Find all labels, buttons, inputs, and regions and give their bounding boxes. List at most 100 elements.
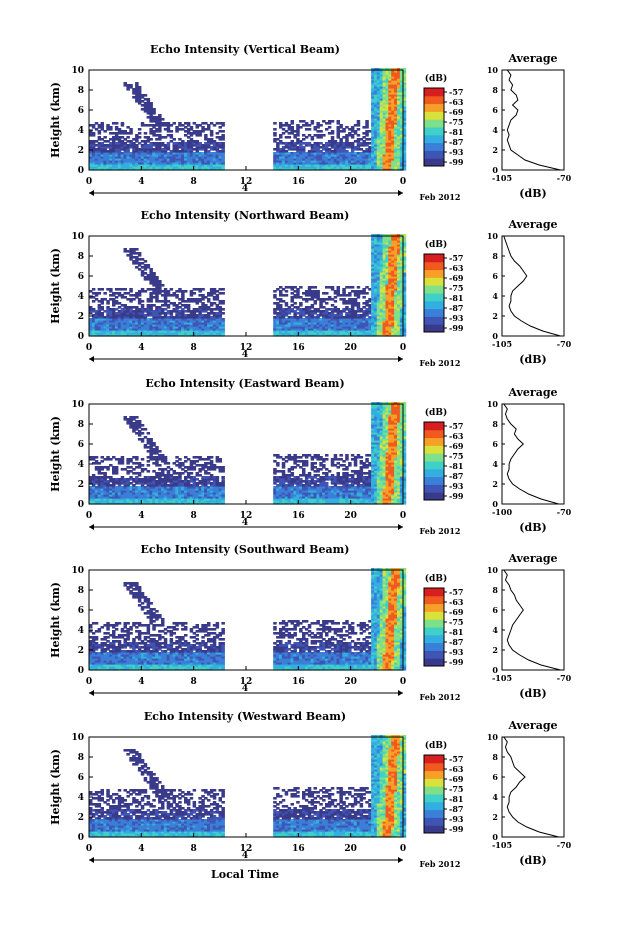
heatmap-cell: [394, 250, 398, 253]
heatmap-cell: [350, 134, 355, 137]
heatmap-cell: [175, 126, 179, 129]
heatmap-cell: [299, 318, 303, 321]
heatmap-cell: [279, 134, 283, 137]
heatmap-cell: [362, 322, 366, 325]
heatmap-cell: [207, 166, 211, 169]
heatmap-cell: [313, 154, 317, 157]
heatmap-cell: [100, 480, 104, 483]
heatmap-cell: [143, 436, 148, 439]
heatmap-cell: [146, 460, 151, 463]
heatmap-cell: [172, 144, 176, 147]
heatmap-cell: [106, 154, 110, 157]
heatmap-cell: [221, 134, 225, 137]
heatmap-cell: [201, 310, 205, 313]
heatmap-cell: [140, 308, 145, 311]
heatmap-cell: [91, 478, 96, 481]
heatmap-cell: [192, 142, 197, 145]
heatmap-cell: [198, 168, 202, 171]
heatmap-cell: [112, 318, 116, 321]
heatmap-cell: [169, 124, 174, 127]
heatmap-cell: [94, 292, 99, 295]
heatmap-cell: [385, 312, 389, 315]
heatmap-cell: [302, 160, 306, 163]
heatmap-cell: [137, 292, 142, 295]
heatmap-cell: [106, 156, 110, 159]
heatmap-cell: [106, 326, 110, 329]
heatmap-cell: [89, 150, 93, 153]
heatmap-cell: [218, 328, 222, 331]
heatmap-cell: [368, 158, 372, 161]
heatmap-cell: [273, 296, 277, 299]
heatmap-cell: [163, 478, 168, 481]
heatmap-cell: [155, 316, 159, 319]
heatmap-cell: [181, 328, 185, 331]
heatmap-cell: [399, 78, 404, 81]
heatmap-cell: [149, 318, 153, 321]
heatmap-cell: [379, 106, 384, 109]
heatmap-cell: [158, 282, 162, 285]
heatmap-cell: [382, 140, 387, 143]
heatmap-cell: [126, 306, 130, 309]
heatmap-cell: [394, 102, 398, 105]
heatmap-cell: [304, 158, 309, 161]
heatmap-cell: [212, 156, 217, 159]
heatmap-cell: [279, 162, 283, 165]
heatmap-cell: [152, 276, 156, 279]
heatmap-cell: [149, 498, 153, 501]
heatmap-cell: [388, 70, 392, 73]
heatmap-cell: [376, 146, 381, 149]
heatmap-cell: [212, 326, 217, 329]
heatmap-cell: [181, 152, 185, 155]
heatmap-cell: [146, 320, 151, 323]
heatmap-cell: [287, 136, 292, 139]
heatmap-cell: [129, 144, 133, 147]
heatmap-cell: [273, 154, 277, 157]
heatmap-cell: [385, 236, 389, 239]
heatmap-cell: [399, 138, 404, 141]
heatmap-cell: [218, 300, 222, 303]
heatmap-cell: [209, 132, 214, 135]
heatmap-cell: [117, 132, 122, 135]
heatmap-cell: [97, 304, 102, 307]
heatmap-cell: [172, 138, 176, 141]
heatmap-cell: [178, 124, 182, 127]
heatmap-cell: [198, 146, 202, 149]
heatmap-cell: [385, 316, 389, 319]
heatmap-cell: [212, 290, 217, 293]
heatmap-cell: [201, 166, 205, 169]
heatmap-cell: [388, 132, 392, 135]
heatmap-cell: [186, 136, 191, 139]
heatmap-cell: [161, 290, 165, 293]
heatmap-cell: [89, 160, 93, 163]
heatmap-cell: [135, 148, 139, 151]
heatmap-cell: [112, 456, 116, 459]
heatmap-cell: [399, 306, 404, 309]
heatmap-cell: [209, 322, 214, 325]
heatmap-cell: [172, 334, 176, 337]
heatmap-cell: [189, 292, 194, 295]
heatmap-cell: [152, 458, 156, 461]
heatmap-cell: [397, 120, 401, 123]
heatmap-cell: [391, 166, 395, 169]
heatmap-cell: [100, 318, 104, 321]
heatmap-cell: [284, 166, 289, 169]
heatmap-cell: [207, 158, 211, 161]
heatmap-cell: [166, 300, 171, 303]
heatmap-cell: [209, 158, 214, 161]
heatmap-cell: [371, 334, 375, 337]
heatmap-cell: [163, 460, 168, 463]
heatmap-cell: [394, 278, 398, 281]
heatmap-cell: [376, 246, 381, 249]
heatmap-cell: [221, 130, 225, 133]
heatmap-cell: [371, 144, 375, 147]
heatmap-cell: [402, 272, 407, 275]
heatmap-cell: [273, 148, 277, 151]
heatmap-cell: [348, 310, 352, 313]
heatmap-cell: [356, 324, 361, 327]
heatmap-cell: [146, 116, 151, 119]
heatmap-cell: [319, 162, 323, 165]
heatmap-cell: [307, 320, 312, 323]
heatmap-cell: [376, 262, 381, 265]
heatmap-cell: [129, 476, 133, 479]
heatmap-cell: [397, 302, 401, 305]
